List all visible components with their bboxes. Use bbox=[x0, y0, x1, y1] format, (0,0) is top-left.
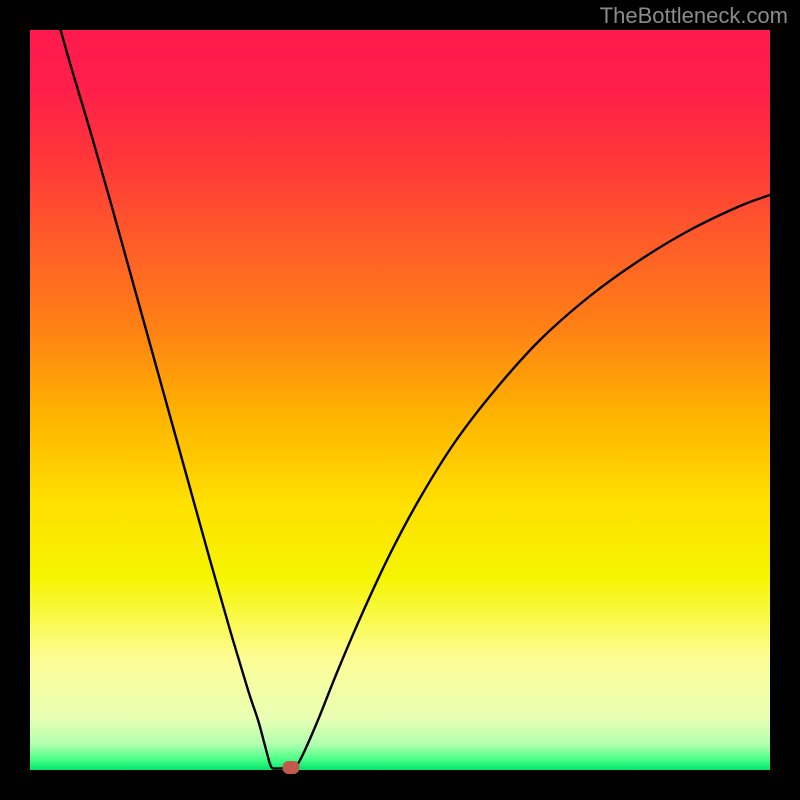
watermark-text: TheBottleneck.com bbox=[600, 3, 788, 29]
bottleneck-chart bbox=[0, 0, 800, 800]
chart-gradient-background bbox=[30, 30, 770, 770]
optimal-point-marker bbox=[283, 761, 300, 774]
